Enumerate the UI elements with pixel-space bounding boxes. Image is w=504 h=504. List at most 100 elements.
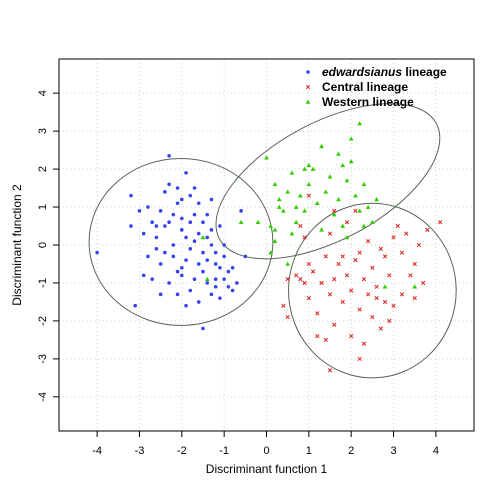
series-group <box>95 153 248 331</box>
data-point <box>387 318 392 324</box>
data-point <box>235 281 239 285</box>
data-point <box>158 292 163 297</box>
data-point <box>349 288 354 293</box>
data-point <box>213 250 218 255</box>
data-point <box>340 162 346 168</box>
data-point <box>348 159 354 164</box>
x-tick-label: -3 <box>135 445 145 457</box>
points-layer <box>95 121 443 373</box>
data-point <box>201 220 205 225</box>
data-point <box>365 239 371 244</box>
data-point <box>332 322 337 327</box>
data-point <box>348 136 354 141</box>
data-point <box>374 295 379 301</box>
data-point <box>357 208 363 213</box>
data-point <box>226 284 231 289</box>
data-point <box>175 292 180 297</box>
data-point <box>167 153 171 158</box>
data-point <box>205 235 210 240</box>
x-axis: -4 -3 -2 -1 0 1 2 3 4 <box>92 431 439 457</box>
data-point <box>171 212 176 217</box>
data-point <box>370 265 375 270</box>
data-point <box>184 235 188 240</box>
data-point <box>412 284 418 289</box>
data-point <box>192 212 197 217</box>
data-point <box>129 224 133 228</box>
data-point <box>184 171 188 175</box>
series-group <box>281 193 443 373</box>
data-point <box>272 227 278 232</box>
data-point <box>357 121 363 126</box>
data-point <box>336 197 341 202</box>
y-axis: -4 -3 -2 -1 0 1 2 3 4 <box>37 90 59 402</box>
data-point <box>327 292 333 297</box>
confidence-ellipse <box>88 157 274 326</box>
data-point <box>298 277 303 282</box>
data-point <box>180 228 184 232</box>
data-point <box>298 223 303 229</box>
x-tick-label: 4 <box>433 445 439 457</box>
data-point <box>281 208 286 213</box>
data-point <box>314 200 320 206</box>
data-point <box>154 235 159 240</box>
data-point <box>268 250 274 255</box>
y-axis-label: Discriminant function 2 <box>10 184 24 306</box>
data-point <box>374 197 380 202</box>
data-point <box>264 155 269 160</box>
data-point <box>293 219 299 225</box>
data-point <box>184 303 188 308</box>
data-point <box>150 277 154 281</box>
data-point <box>154 246 159 251</box>
data-point <box>238 219 244 225</box>
data-point <box>188 288 193 293</box>
data-point <box>305 84 311 90</box>
data-point <box>408 273 413 278</box>
x-tick-label: 3 <box>390 445 396 457</box>
data-point <box>192 277 197 281</box>
data-point <box>361 277 367 282</box>
data-point <box>293 273 299 278</box>
data-point <box>310 269 316 274</box>
data-point <box>353 258 358 263</box>
data-point <box>361 181 367 187</box>
data-point <box>425 227 430 232</box>
data-point <box>319 280 324 286</box>
data-point <box>365 204 371 209</box>
data-point <box>158 262 163 266</box>
data-point <box>196 262 201 266</box>
data-point <box>416 242 422 248</box>
data-point <box>370 314 375 320</box>
data-point <box>315 311 320 316</box>
data-point <box>171 254 176 259</box>
data-point <box>412 295 417 301</box>
y-tick-label: 0 <box>37 242 49 248</box>
data-point <box>297 193 303 198</box>
y-tick-label: -4 <box>37 392 49 402</box>
data-point <box>167 220 171 225</box>
data-point <box>357 356 362 362</box>
data-point <box>239 209 243 213</box>
grid-layer <box>59 59 474 431</box>
data-point <box>357 307 362 312</box>
data-point <box>361 223 367 228</box>
data-point <box>133 303 138 308</box>
data-point <box>154 224 159 228</box>
data-point <box>340 223 346 228</box>
data-point <box>332 277 337 282</box>
data-point <box>285 189 291 194</box>
data-point <box>293 204 299 209</box>
x-tick-label: 0 <box>263 445 269 457</box>
data-point <box>129 193 133 198</box>
data-point <box>205 212 210 217</box>
data-point <box>344 273 350 278</box>
y-tick-label: 4 <box>37 90 49 96</box>
data-point <box>201 269 205 274</box>
x-tick-label: 1 <box>306 445 312 457</box>
y-tick-label: -1 <box>37 278 49 288</box>
data-point <box>218 224 222 228</box>
data-point <box>272 238 278 244</box>
data-point <box>255 219 261 225</box>
data-point <box>163 250 167 255</box>
data-point <box>306 193 312 198</box>
